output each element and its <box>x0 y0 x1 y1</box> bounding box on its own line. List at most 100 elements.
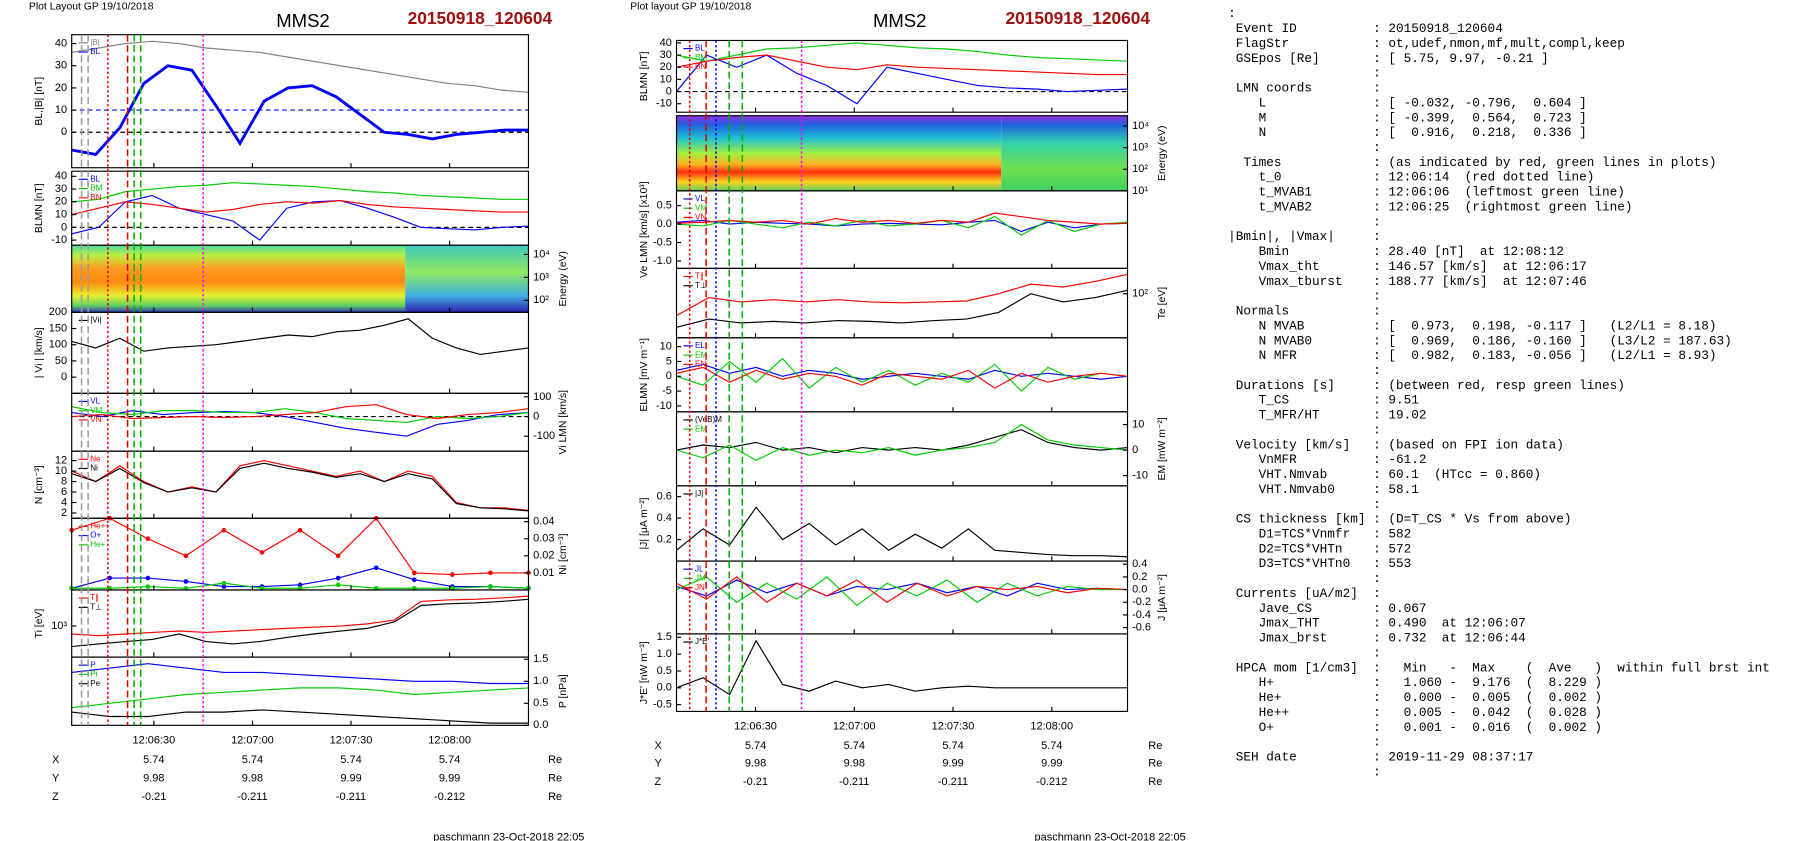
series-line <box>676 363 1128 380</box>
summary-line: T_MFR/HT : 19.02 <box>1228 408 1426 423</box>
y-tick-label: 0.4 <box>1132 558 1147 570</box>
position-value: 9.98 <box>242 772 263 784</box>
y-axis-label: J [μA m⁻²] <box>1157 574 1168 621</box>
legend-label: VN <box>90 415 101 424</box>
spectrogram <box>1001 115 1128 191</box>
position-label: X <box>655 740 663 752</box>
y-tick-label: 2 <box>61 507 67 519</box>
position-value: 9.99 <box>340 772 361 784</box>
position-value: 5.74 <box>340 754 361 766</box>
y-tick-label: 10⁴ <box>1132 120 1149 132</box>
y-axis-label: | Vi | [km/s] <box>34 327 45 378</box>
series-line <box>71 199 529 216</box>
summary-line: : <box>1228 140 1381 155</box>
y-tick-label: 1.0 <box>533 675 548 687</box>
series-line <box>71 663 529 685</box>
panel-frame <box>675 633 1129 713</box>
position-value: -0.21 <box>743 776 768 788</box>
legend-label: EM <box>695 350 707 359</box>
legend-label: VM <box>695 203 707 212</box>
data-point <box>145 536 151 542</box>
position-unit: Re <box>1148 776 1162 788</box>
y-tick-label: 30 <box>55 183 67 195</box>
series-line <box>676 212 1128 225</box>
series-line <box>676 42 1128 62</box>
summary-line: Durations [s] : (between red, resp green… <box>1228 378 1625 393</box>
legend-label: Pi <box>90 670 97 679</box>
series-line <box>676 216 1128 236</box>
summary-line: N MVAB : [ 0.973, 0.198, -0.117 ] (L2/L1… <box>1228 318 1716 333</box>
event-id: 20150918_120604 <box>408 8 553 28</box>
summary-line: Jmax_brst : 0.732 at 12:06:44 <box>1228 631 1526 646</box>
y-tick-label: 0.2 <box>657 533 672 545</box>
series-line <box>676 219 1128 233</box>
summary-line: GSEpos [Re] : [ 5.75, 9.97, -0.21 ] <box>1228 51 1549 66</box>
summary-line: |Bmin|, |Vmax| : <box>1228 229 1381 244</box>
y-tick-label: -10 <box>656 98 672 110</box>
position-value: -0.211 <box>839 776 869 788</box>
panel: |B|BL 0 10 20 30 40 BL,|B| [nT] <box>34 34 530 169</box>
y-tick-label: 10 <box>1132 418 1144 430</box>
legend-label: EL <box>695 341 705 350</box>
summary-line: N : [ 0.916, 0.218, 0.336 ] <box>1228 125 1587 140</box>
summary-line: Velocity [km/s] : (based on FPI ion data… <box>1228 437 1564 452</box>
legend-label: O+ <box>90 531 101 540</box>
summary-line: D3=TCS*VHTn0 : 553 <box>1228 556 1411 571</box>
y-tick-label: 10 <box>55 104 67 116</box>
y-tick-label: 0.03 <box>533 533 554 545</box>
y-tick-label: -0.5 <box>653 699 672 711</box>
y-tick-label: 0.2 <box>1132 571 1147 583</box>
x-tick-label: 12:07:00 <box>231 734 274 746</box>
legend-label: BM <box>695 53 707 62</box>
summary-line: Vmax_tburst : 188.77 [km/s] at 12:07:46 <box>1228 274 1587 289</box>
x-tick-label: 12:08:00 <box>1030 720 1073 732</box>
x-tick-label: 12:07:30 <box>330 734 373 746</box>
y-tick-label: 20 <box>55 196 67 208</box>
position-value: 5.74 <box>745 740 766 752</box>
y-tick-label: 1.5 <box>533 653 548 665</box>
y-tick-label: 0.0 <box>1132 583 1147 595</box>
y-tick-label: 10 <box>55 465 67 477</box>
series-line <box>676 429 1128 454</box>
summary-line: L : [ -0.032, -0.796, 0.604 ] <box>1228 95 1587 110</box>
summary-line: CS thickness [km] : (D=T_CS * Vs from ab… <box>1228 512 1571 527</box>
legend-label: BL <box>695 44 705 53</box>
y-tick-label: -10 <box>1132 470 1148 482</box>
panel-frame <box>675 39 1129 113</box>
summary-line: M : [ -0.399, 0.564, 0.723 ] <box>1228 110 1587 125</box>
series-line <box>71 194 529 241</box>
position-value: -0.212 <box>434 791 465 803</box>
y-tick-label: 0.5 <box>533 697 548 709</box>
series-line <box>71 595 529 637</box>
y-tick-label: -10 <box>656 400 672 412</box>
position-unit: Re <box>548 772 562 784</box>
series-line <box>676 506 1128 558</box>
summary-line: T_CS : 9.51 <box>1228 393 1419 408</box>
spectrogram <box>405 245 529 313</box>
legend-label: |J| <box>695 489 703 498</box>
y-tick-label: 50 <box>55 355 67 367</box>
legend-label: J*E' <box>695 637 710 646</box>
y-tick-label: 1.5 <box>657 631 672 643</box>
position-unit: Re <box>548 754 562 766</box>
data-point <box>107 575 113 581</box>
y-axis-label: P [nPa] <box>558 674 569 708</box>
position-value: 5.74 <box>242 754 263 766</box>
summary-line: t_MVAB2 : 12:06:25 (rightmost green line… <box>1228 199 1632 214</box>
data-point <box>335 582 341 588</box>
data-point <box>411 570 417 576</box>
series-line <box>71 404 529 420</box>
y-tick-label: 0.02 <box>533 550 554 562</box>
series-line <box>71 709 529 724</box>
summary-line: HPCA mom [1/cm3] : Min - Max ( Ave ) wit… <box>1228 660 1770 675</box>
y-axis-label: BLMN [nT] <box>34 183 45 233</box>
x-tick-label: 12:07:30 <box>932 720 975 732</box>
position-label: Y <box>655 757 663 769</box>
summary-line: Times : (as indicated by red, green line… <box>1228 155 1716 170</box>
panel: |J| 0.2 0.4 0.6 |J| [μA m⁻²] <box>639 485 1129 562</box>
